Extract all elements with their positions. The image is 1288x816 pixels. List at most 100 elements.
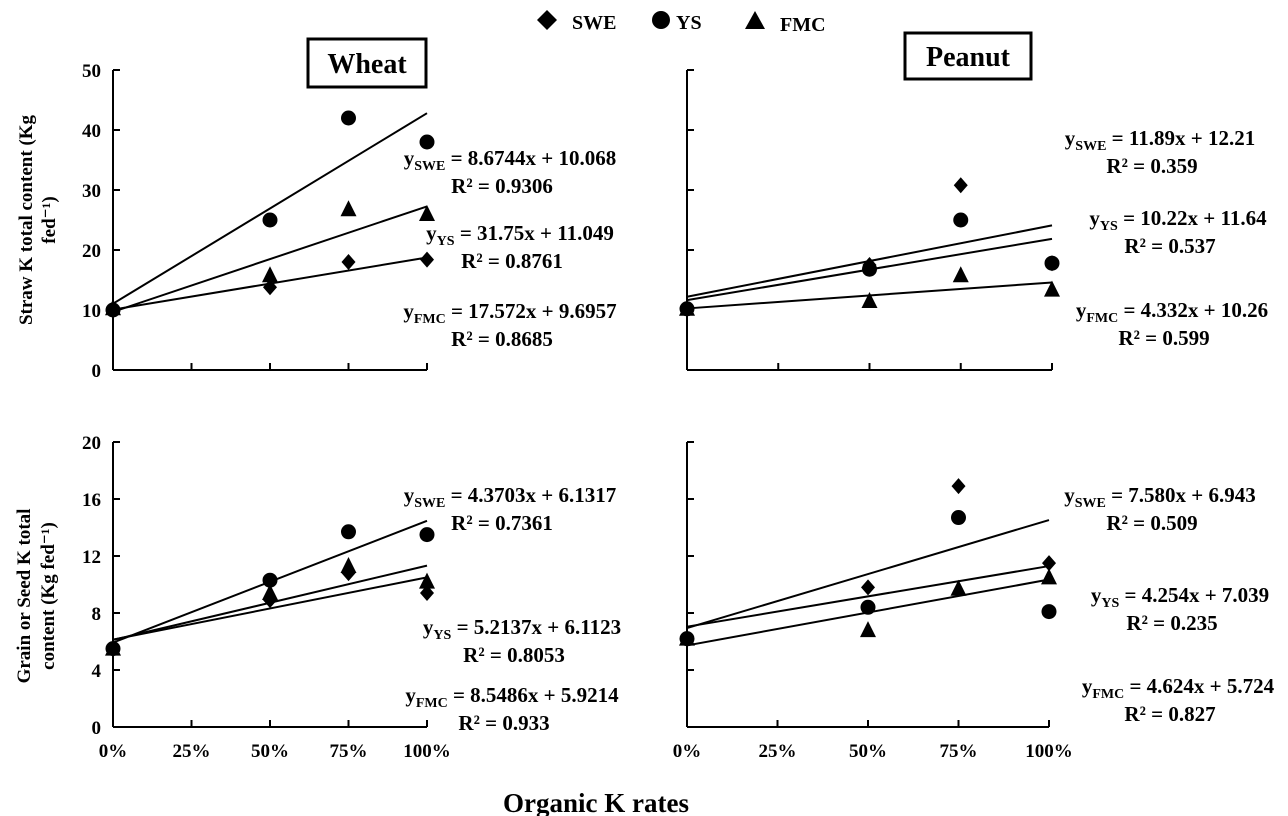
equation-formula: = 8.5486x + 5.9214 — [448, 683, 619, 707]
r-squared-swe: R² = 0.359 — [1106, 154, 1197, 178]
equation-y: y — [423, 615, 434, 639]
equation-subscript: SWE — [1075, 139, 1106, 154]
point-ys — [1041, 604, 1057, 620]
equation-y: y — [1089, 206, 1100, 230]
point-ys — [860, 599, 876, 615]
equation-y: y — [1091, 583, 1102, 607]
ylabel-bottom-line1: Grain or Seed K total — [14, 509, 35, 684]
point-swe — [861, 579, 875, 596]
equation-y: y — [404, 146, 415, 170]
equation-formula: = 11.89x + 12.21 — [1106, 126, 1255, 150]
trendline-ys — [112, 112, 428, 305]
equation-formula: = 8.6744x + 10.068 — [445, 146, 616, 170]
equation-subscript: FMC — [1086, 311, 1118, 326]
legend-label-fmc: FMC — [780, 14, 826, 36]
point-ys — [1044, 255, 1060, 271]
x-tick-label: 25% — [173, 741, 211, 762]
equation-y: y — [1064, 483, 1075, 507]
r-squared-fmc: R² = 0.933 — [458, 711, 549, 735]
point-ys — [341, 110, 356, 126]
y-tick-label: 0 — [92, 361, 102, 382]
x-tick-label: 75% — [330, 741, 368, 762]
x-tick-label: 0% — [99, 741, 128, 762]
r-squared-fmc: R² = 0.8685 — [451, 327, 553, 351]
equation-swe: ySWE = 7.580x + 6.943 — [1064, 483, 1256, 511]
r-squared-ys: R² = 0.8761 — [461, 249, 563, 273]
equation-formula: = 4.3703x + 6.1317 — [445, 483, 616, 507]
crop-label-text: Peanut — [926, 42, 1011, 73]
point-fmc — [679, 629, 695, 646]
r-squared-ys: R² = 0.235 — [1126, 611, 1217, 635]
equation-subscript: YS — [433, 628, 451, 643]
equation-fmc: yFMC = 4.624x + 5.724 — [1082, 674, 1275, 702]
y-tick-label: 50 — [82, 61, 101, 82]
legend-item-fmc: FMC — [745, 11, 826, 36]
equation-y: y — [1065, 126, 1076, 150]
equation-swe: ySWE = 11.89x + 12.21 — [1065, 126, 1255, 154]
r-squared-ys: R² = 0.8053 — [463, 643, 565, 667]
trendline-fmc — [112, 205, 428, 313]
equation-y: y — [403, 299, 414, 323]
point-fmc — [419, 205, 435, 221]
y-tick-label: 12 — [82, 547, 101, 568]
y-tick-label: 4 — [92, 661, 102, 682]
r-squared-fmc: R² = 0.599 — [1118, 326, 1209, 350]
y-tick-label: 0 — [92, 718, 102, 739]
point-swe — [341, 254, 356, 270]
equation-y: y — [404, 483, 415, 507]
y-tick-label: 20 — [82, 433, 101, 454]
equation-fmc: yFMC = 8.5486x + 5.9214 — [405, 683, 619, 711]
point-ys — [953, 212, 969, 228]
legend-diamond-marker — [537, 10, 557, 30]
ylabel-top-line2: fed⁻¹) — [39, 196, 60, 243]
equation-subscript: SWE — [414, 159, 445, 174]
x-tick-label: 75% — [940, 741, 978, 762]
equation-ys: yYS = 5.2137x + 6.1123 — [423, 615, 621, 643]
y-tick-label: 8 — [92, 604, 102, 625]
r-squared-swe: R² = 0.9306 — [451, 174, 553, 198]
equation-fmc: yFMC = 17.572x + 9.6957 — [403, 299, 616, 327]
trendline-swe — [112, 576, 428, 641]
equation-formula: = 10.22x + 11.64 — [1118, 206, 1267, 230]
equation-ys: yYS = 4.254x + 7.039 — [1091, 583, 1269, 611]
xlabel: Organic K rates — [503, 788, 689, 816]
crop-label-peanut: Peanut — [903, 31, 1033, 81]
crop-label-box — [306, 37, 428, 89]
equation-formula: = 5.2137x + 6.1123 — [451, 615, 621, 639]
point-swe — [951, 478, 966, 495]
equation-subscript: YS — [437, 234, 455, 249]
equation-subscript: SWE — [414, 496, 445, 511]
r-squared-swe: R² = 0.509 — [1106, 511, 1197, 535]
point-fmc — [340, 556, 357, 573]
legend-triangle-marker — [745, 11, 765, 29]
point-ys — [419, 134, 435, 150]
r-squared-ys: R² = 0.537 — [1124, 234, 1215, 258]
y-tick-label: 16 — [82, 490, 101, 511]
point-fmc — [679, 299, 695, 316]
point-fmc — [1044, 280, 1060, 297]
point-fmc — [105, 639, 121, 656]
crop-label-wheat: Wheat — [306, 37, 428, 89]
y-tick-label: 10 — [82, 301, 101, 322]
ylabel-top-line1: Straw K total content (Kg — [16, 114, 37, 325]
x-tick-label: 0% — [673, 741, 702, 762]
equation-swe: ySWE = 4.3703x + 6.1317 — [404, 483, 617, 511]
y-tick-label: 20 — [82, 241, 101, 262]
point-fmc — [419, 572, 435, 589]
equation-fmc: yFMC = 4.332x + 10.26 — [1076, 298, 1268, 326]
point-ys — [341, 524, 356, 540]
point-fmc — [105, 299, 121, 316]
trendline-swe — [686, 519, 1050, 630]
y-tick-label: 40 — [82, 121, 101, 142]
equation-y: y — [1076, 298, 1087, 322]
ylabel-top: Straw K total content (Kg fed⁻¹) — [16, 114, 60, 325]
point-swe — [420, 251, 434, 268]
equation-subscript: FMC — [1092, 687, 1124, 702]
ylabel-bottom: Grain or Seed K total content (Kg fed⁻¹) — [14, 509, 59, 684]
equation-formula: = 31.75x + 11.049 — [455, 221, 614, 245]
legend-circle-marker — [652, 11, 670, 29]
